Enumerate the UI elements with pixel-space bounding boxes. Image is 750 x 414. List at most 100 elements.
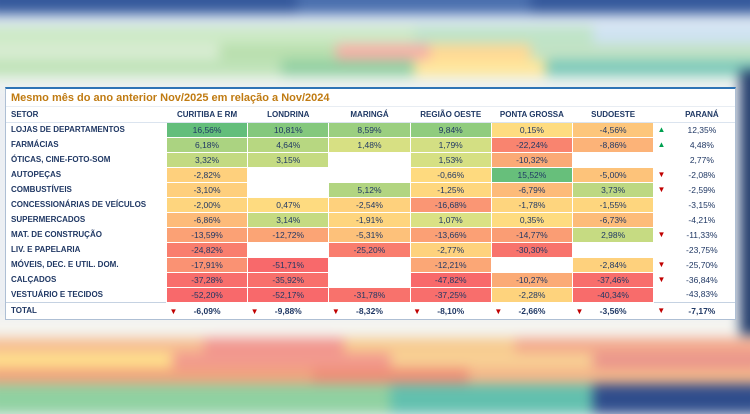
background-stripe (0, 44, 750, 60)
down-arrow-icon: ▼ (653, 182, 669, 197)
value-cell (328, 167, 411, 182)
value-cell: -6,86% (165, 211, 249, 228)
parana-value-cell: -2,08% (668, 167, 735, 182)
value-cell: -3,10% (165, 181, 249, 198)
down-arrow-icon: ▼ (653, 227, 669, 242)
table-row: LOJAS DE DEPARTAMENTOS 16,56% 10,81% 8,59% 9… (6, 121, 735, 138)
table-row: COMBUSTÍVEIS -3,10% 5,12% -1,25% -6,79% 3,73%… (6, 181, 735, 198)
total-value: -9,88% (274, 305, 302, 316)
column-header: PONTA GROSSA (491, 107, 573, 123)
background-stripe (0, 76, 750, 87)
value-cell: -37,25% (409, 286, 492, 303)
sector-cell: VESTUÁRIO E TECIDOS (6, 287, 167, 302)
value-cell: 6,18% (165, 136, 249, 153)
sector-region-table: SETOR CURITIBA E RM LONDRINA MARINGÁ REGIÃO… (6, 107, 735, 319)
table-title: Mesmo mês do ano anterior Nov/2025 em re… (6, 89, 735, 107)
value-cell: -16,68% (409, 196, 492, 213)
value-cell: 0,35% (490, 211, 574, 228)
value-cell: 1,53% (409, 151, 492, 168)
total-label: TOTAL (6, 301, 167, 319)
value-cell: -10,27% (490, 271, 574, 288)
value-cell: -35,92% (247, 271, 330, 288)
background-scrollbar-strip (740, 70, 750, 335)
column-header: CURITIBA E RM (166, 107, 248, 123)
value-cell: -24,82% (165, 241, 249, 258)
table-row: CONCESSIONÁRIAS DE VEÍCULOS -2,00% 0,47% -2… (6, 196, 735, 213)
total-value-cell: ▼ -3,56% (572, 301, 654, 319)
value-cell: -10,32% (490, 151, 574, 168)
arrow-cell (653, 212, 669, 227)
sector-cell: MÓVEIS, DEC. E UTIL. DOM. (6, 257, 167, 272)
value-cell: -2,82% (165, 166, 249, 183)
parana-value-cell: 4,48% (668, 137, 735, 152)
table-row: FARMÁCIAS 6,18% 4,64% 1,48% 1,79% -22,24% -8,8… (6, 136, 735, 153)
sector-cell: SUPERMERCADOS (6, 212, 167, 227)
table-row: AUTOPEÇAS -2,82% -0,66% 15,52% -5,00% ▼ -2,08% (6, 166, 735, 183)
value-cell: -1,78% (490, 196, 574, 213)
sector-cell: CONCESSIONÁRIAS DE VEÍCULOS (6, 197, 167, 212)
column-header: SUDOESTE (572, 107, 654, 123)
value-cell: -13,66% (409, 226, 492, 243)
value-cell: -2,28% (490, 286, 574, 303)
value-cell (572, 152, 654, 167)
background-stripe (0, 316, 750, 338)
background-stripe (0, 14, 750, 26)
total-value: -8,32% (356, 305, 383, 316)
value-cell: 3,32% (165, 151, 249, 168)
up-arrow-icon: ▲ (653, 137, 669, 152)
value-cell: 1,79% (409, 136, 492, 153)
value-cell (572, 242, 654, 257)
table-row: MÓVEIS, DEC. E UTIL. DOM. -17,91% -51,71% -… (6, 256, 735, 273)
table-row: MAT. DE CONSTRUÇÃO -13,59% -12,72% -5,31% -1… (6, 226, 735, 243)
value-cell (247, 242, 329, 257)
table-row: ÓTICAS, CINE-FOTO-SOM 3,32% 3,15% 1,53% -10,… (6, 151, 735, 168)
down-arrow-icon: ▼ (331, 306, 340, 316)
background-stripe (0, 0, 750, 14)
value-cell: -5,00% (572, 166, 655, 183)
value-cell: -5,31% (328, 226, 411, 243)
sector-cell: CALÇADOS (6, 272, 167, 287)
arrow-column-header (653, 107, 669, 123)
value-cell: -1,91% (328, 211, 411, 228)
value-cell: -12,72% (247, 226, 330, 243)
parana-value-cell: -4,21% (668, 212, 735, 227)
value-cell: -6,73% (572, 211, 655, 228)
background-stripe (0, 338, 750, 353)
column-header: MARINGÁ (328, 107, 411, 123)
value-cell: -31,78% (328, 286, 411, 303)
parana-value-cell: -43,83% (668, 287, 735, 302)
background-stripe (0, 384, 750, 414)
table-row: CALÇADOS -37,28% -35,92% -47,82% -10,27% -37,… (6, 271, 735, 288)
value-cell: -37,28% (165, 271, 249, 288)
total-row: TOTAL ▼ -6,09% ▼ -9,88% ▼ -8,32% ▼ -8,10% ▼ -2,66%… (6, 301, 735, 319)
value-cell: 3,14% (247, 211, 330, 228)
value-cell: -1,25% (409, 181, 492, 198)
column-header-parana: PARANÁ (668, 107, 735, 123)
background-stripe (0, 60, 750, 76)
value-cell (328, 272, 411, 287)
table-body: LOJAS DE DEPARTAMENTOS 16,56% 10,81% 8,59% 9… (6, 121, 735, 319)
sector-cell: COMBUSTÍVEIS (6, 182, 167, 197)
value-cell: 0,47% (247, 196, 330, 213)
column-header: REGIÃO OESTE (410, 107, 492, 123)
value-cell (328, 152, 411, 167)
down-arrow-icon: ▼ (494, 306, 503, 316)
value-cell: -25,20% (328, 241, 411, 258)
value-cell: -30,30% (490, 241, 574, 258)
total-value-cell: ▼ -8,32% (328, 301, 411, 319)
sector-cell: FARMÁCIAS (6, 137, 167, 152)
value-cell: 15,52% (490, 166, 574, 183)
down-arrow-icon: ▼ (653, 167, 669, 182)
parana-value-cell: 2,77% (668, 152, 735, 167)
value-cell: -2,77% (409, 241, 492, 258)
arrow-cell (653, 197, 669, 212)
value-cell: -1,55% (572, 196, 655, 213)
down-arrow-icon: ▼ (653, 301, 669, 319)
value-cell: -22,24% (490, 136, 574, 153)
value-cell: -2,54% (328, 196, 411, 213)
value-cell: 1,07% (409, 211, 492, 228)
total-value-cell: ▼ -8,10% (410, 301, 492, 319)
value-cell (491, 257, 573, 272)
value-cell: -51,71% (247, 256, 330, 273)
